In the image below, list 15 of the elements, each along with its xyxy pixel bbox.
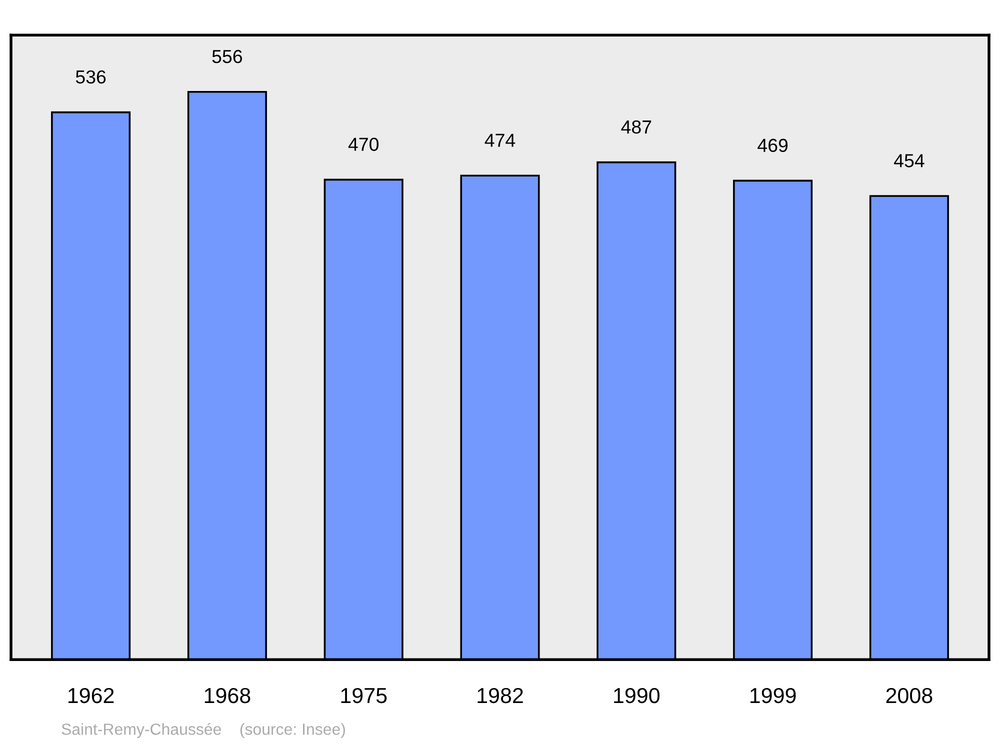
data-label: 454 xyxy=(894,154,924,168)
data-label: 469 xyxy=(758,138,788,152)
data-label: 487 xyxy=(621,120,652,134)
x-tick-label: 1962 xyxy=(68,688,114,704)
data-label: 536 xyxy=(76,70,106,84)
x-tick-label: 1990 xyxy=(614,688,660,704)
data-label: 474 xyxy=(484,134,516,147)
x-tick-label: 1982 xyxy=(478,688,523,704)
x-tick-label: 1975 xyxy=(341,688,387,704)
data-label: 556 xyxy=(212,50,242,64)
x-tick-label: 1968 xyxy=(204,688,250,704)
data-label: 470 xyxy=(348,138,379,151)
text: Saint-Remy-Chaussée (source: Insee) xyxy=(62,722,345,738)
x-tick-label: 1999 xyxy=(750,688,796,704)
x-tick-label: 2008 xyxy=(886,688,932,704)
